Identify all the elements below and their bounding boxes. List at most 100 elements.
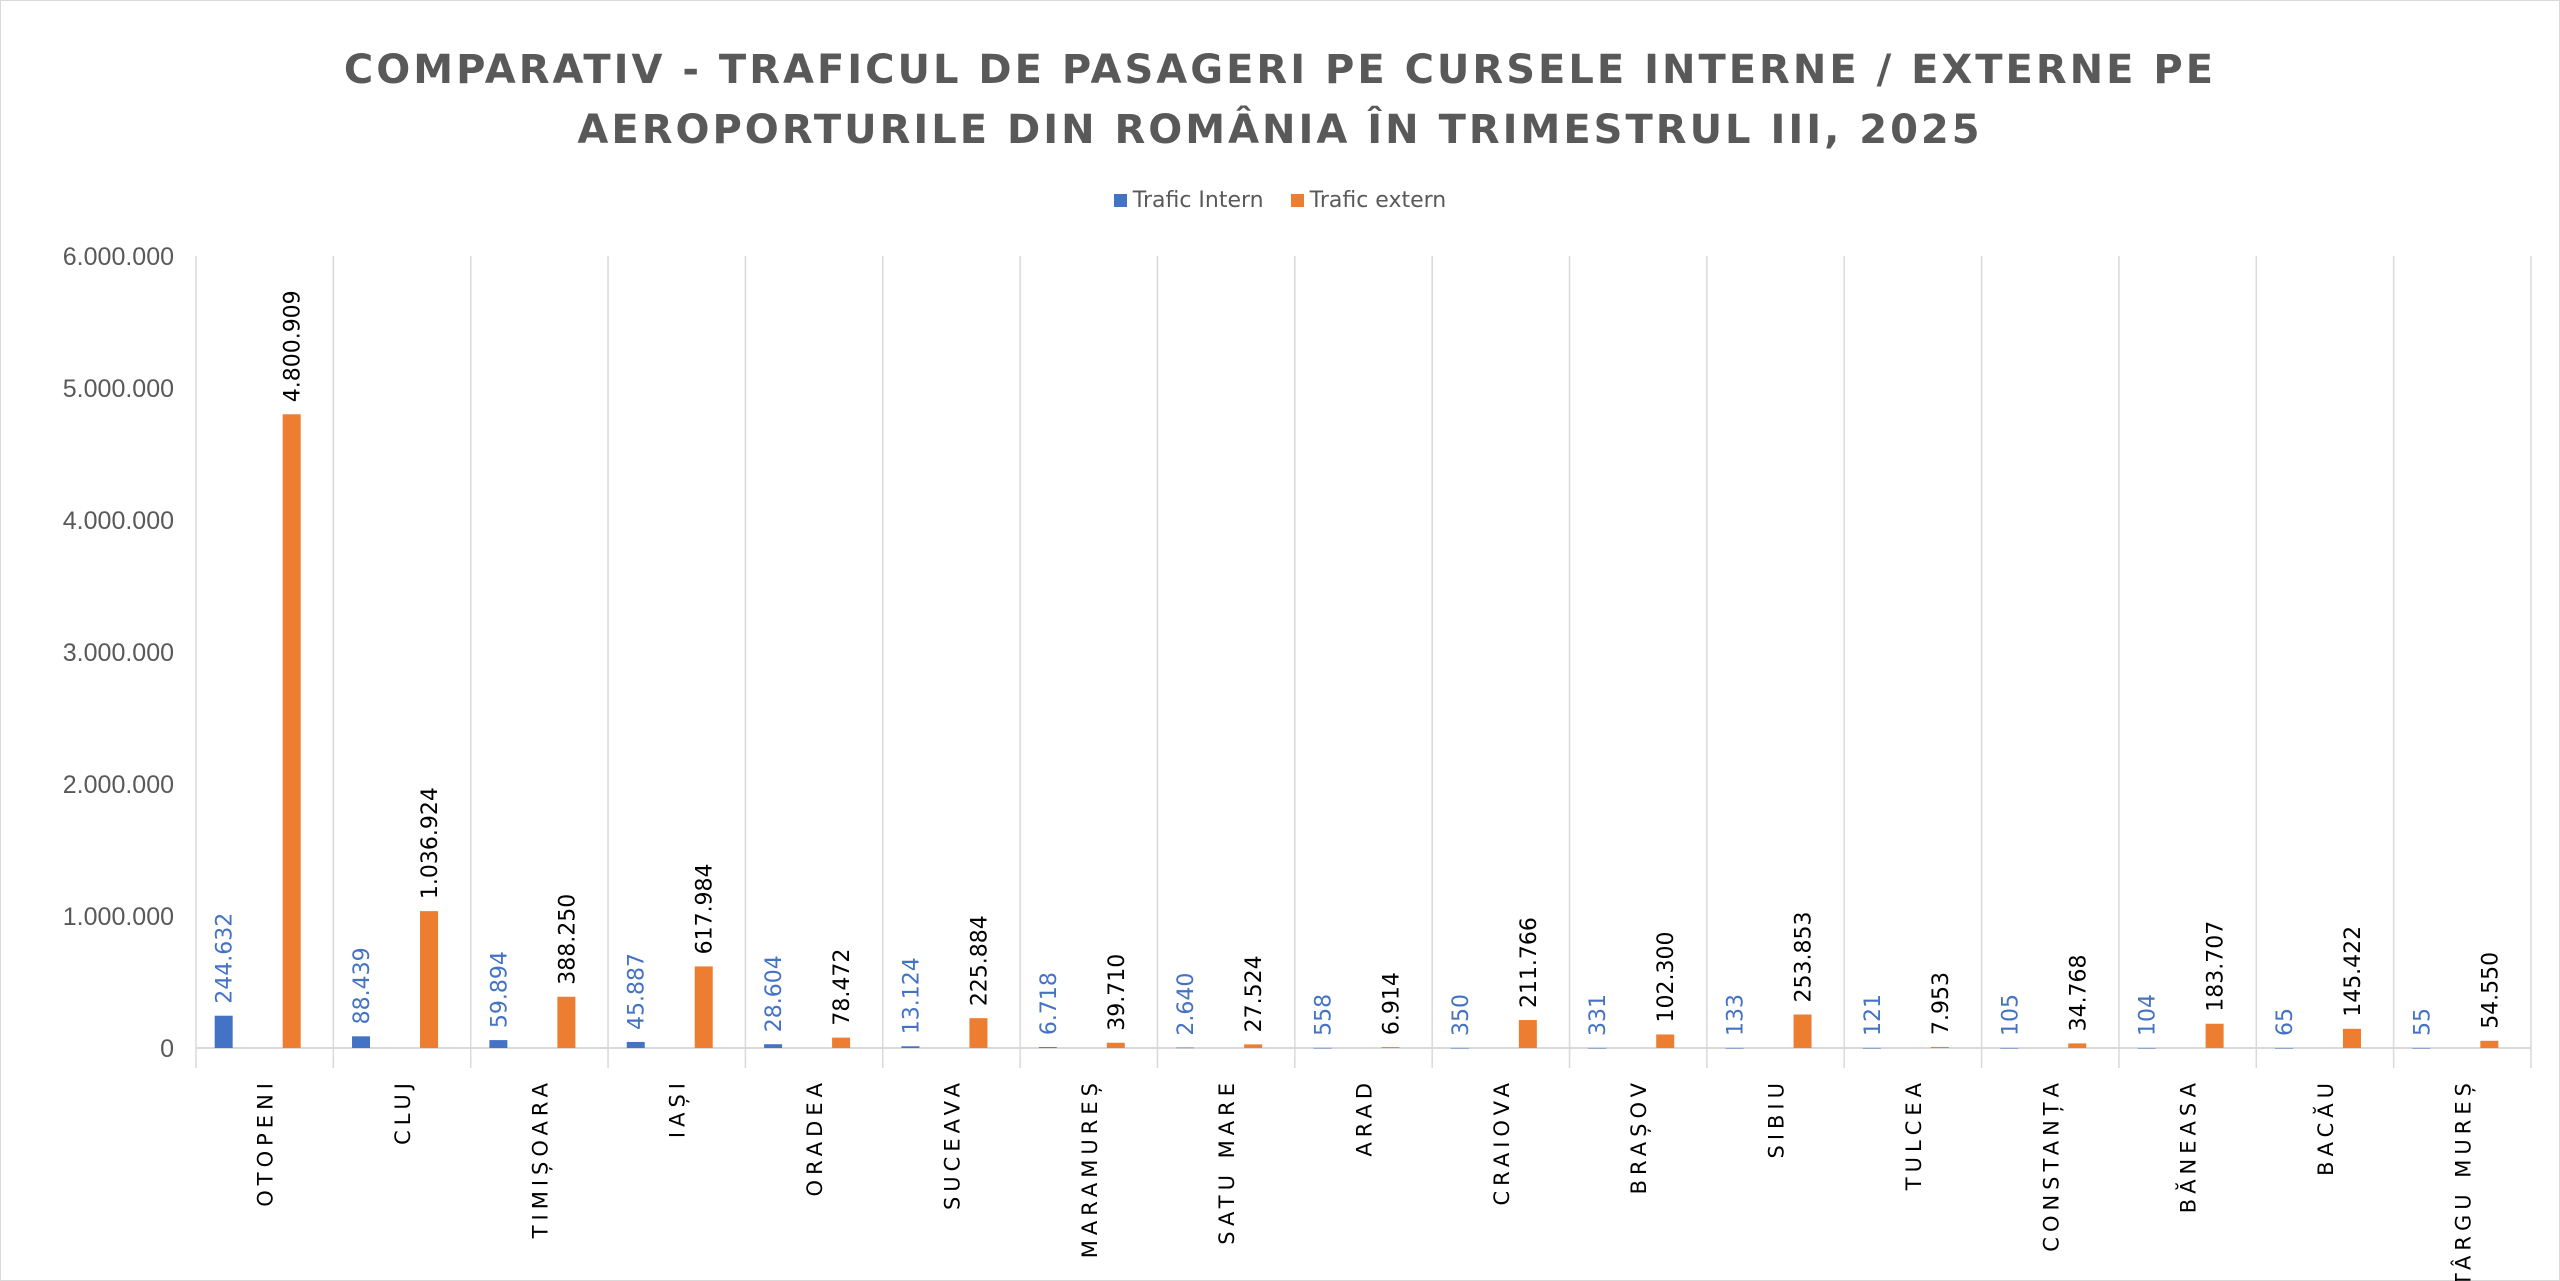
legend-item-extern: Trafic extern [1290, 188, 1446, 213]
bar-intern [214, 1015, 233, 1048]
bar-intern [2274, 1047, 2293, 1049]
data-label-extern: 4.800.909 [281, 290, 306, 402]
chart-title: COMPARATIV - TRAFICUL DE PASAGERI PE CUR… [0, 40, 2560, 160]
data-label-intern: 13.124 [899, 957, 924, 1034]
legend-swatch-intern [1113, 194, 1127, 207]
data-label-extern: 253.853 [1792, 912, 1817, 1003]
y-tick-label: 5.000.000 [63, 375, 174, 403]
data-label-intern: 350 [1449, 994, 1474, 1036]
y-tick-label: 4.000.000 [63, 507, 174, 535]
bar-extern [969, 1018, 988, 1048]
data-label-intern: 88.439 [350, 947, 375, 1024]
data-label-intern: 28.604 [762, 955, 787, 1032]
bar-intern [1725, 1047, 1744, 1049]
bar-intern [1176, 1047, 1195, 1049]
legend: Trafic Intern Trafic extern [0, 188, 2560, 213]
bar-intern [901, 1046, 920, 1048]
data-label-intern: 65 [2273, 1008, 2298, 1036]
data-label-extern: 225.884 [967, 915, 992, 1006]
bar-extern [2205, 1023, 2224, 1048]
data-label-extern: 617.984 [693, 863, 718, 954]
data-label-extern: 211.766 [1517, 917, 1542, 1008]
y-tick-label: 2.000.000 [63, 771, 174, 799]
title-line-1: COMPARATIV - TRAFICUL DE PASAGERI PE CUR… [343, 47, 2217, 93]
bar-intern [764, 1044, 783, 1048]
data-label-intern: 6.718 [1037, 972, 1062, 1035]
bar-intern [352, 1036, 371, 1048]
data-label-intern: 121 [1861, 994, 1886, 1036]
x-tick-label: OTOPENI [254, 1078, 278, 1207]
bar-extern [2342, 1028, 2361, 1048]
bar-extern [1793, 1014, 1812, 1048]
bar-extern [2068, 1043, 2087, 1048]
data-label-intern: 45.887 [625, 953, 650, 1030]
x-tick-label: ORADEA [803, 1078, 827, 1196]
bar-extern [282, 414, 301, 1048]
y-tick-label: 6.000.000 [63, 243, 174, 271]
bar-intern [1038, 1047, 1057, 1048]
x-tick-label: SATU MARE [1215, 1078, 1239, 1245]
x-tick-label: TÂRGU MUREȘ [2450, 1078, 2475, 1281]
legend-swatch-extern [1290, 194, 1304, 207]
bar-extern [1244, 1044, 1263, 1048]
bar-extern [1106, 1042, 1125, 1048]
bar-extern [694, 966, 713, 1048]
x-tick-label: CONSTANȚA [2039, 1078, 2063, 1252]
x-tick-label: BACĂU [2312, 1078, 2338, 1176]
bar-extern [557, 996, 576, 1048]
bar-extern [2480, 1040, 2499, 1048]
title-line-2: AEROPORTURILE DIN ROMÂNIA ÎN TRIMESTRUL … [577, 107, 1983, 153]
data-label-extern: 34.768 [2066, 954, 2091, 1031]
x-tick-label: ARAD [1353, 1078, 1377, 1157]
data-label-intern: 558 [1312, 994, 1337, 1036]
bar-extern [832, 1037, 851, 1048]
bar-intern [1588, 1047, 1607, 1049]
data-label-intern: 331 [1586, 994, 1611, 1036]
data-label-extern: 6.914 [1380, 972, 1405, 1035]
y-tick-label: 1.000.000 [63, 903, 174, 931]
y-tick-label: 3.000.000 [63, 639, 174, 667]
data-label-intern: 59.894 [487, 951, 512, 1028]
data-label-intern: 133 [1724, 994, 1749, 1036]
data-label-extern: 27.524 [1242, 955, 1267, 1032]
data-label-intern: 2.640 [1174, 973, 1199, 1036]
legend-item-intern: Trafic Intern [1113, 188, 1264, 213]
data-label-extern: 388.250 [555, 894, 580, 985]
legend-label-intern: Trafic Intern [1132, 188, 1264, 213]
bar-intern [626, 1041, 645, 1048]
bar-intern [2412, 1047, 2431, 1049]
y-tick-label: 0 [160, 1035, 174, 1063]
x-tick-label: CLUJ [391, 1078, 415, 1145]
data-label-extern: 183.707 [2204, 921, 2229, 1012]
x-tick-label: BRAȘOV [1627, 1078, 1651, 1194]
bar-intern [2000, 1047, 2019, 1049]
bar-extern [1381, 1047, 1400, 1048]
data-label-extern: 78.472 [830, 949, 855, 1026]
data-label-intern: 104 [2136, 994, 2161, 1036]
data-label-extern: 102.300 [1654, 932, 1679, 1023]
bar-intern [1450, 1047, 1469, 1049]
bar-extern [1656, 1034, 1675, 1048]
data-label-extern: 54.550 [2478, 952, 2503, 1029]
x-tick-label: CRAIOVA [1490, 1078, 1514, 1206]
data-label-extern: 7.953 [1929, 972, 1954, 1035]
data-label-extern: 1.036.924 [418, 787, 443, 899]
bar-intern [1313, 1047, 1332, 1049]
bar-intern [489, 1040, 508, 1048]
x-tick-label: TULCEA [1902, 1078, 1926, 1191]
x-tick-label: SIBIU [1765, 1078, 1789, 1159]
x-tick-label: TIMIȘOARA [528, 1078, 552, 1239]
data-label-extern: 145.422 [2341, 926, 2366, 1017]
x-tick-label: MARAMUREȘ [1078, 1078, 1102, 1258]
bar-extern [420, 911, 439, 1048]
data-label-intern: 244.632 [213, 913, 238, 1004]
x-tick-label: SUCEAVA [940, 1078, 964, 1210]
x-tick-label: BĂNEASA [2175, 1078, 2201, 1213]
x-tick-label: IAȘI [666, 1078, 690, 1138]
data-label-intern: 55 [2410, 1008, 2435, 1036]
bar-extern [1930, 1046, 1949, 1048]
data-label-intern: 105 [1998, 994, 2023, 1036]
data-label-extern: 39.710 [1105, 954, 1130, 1031]
